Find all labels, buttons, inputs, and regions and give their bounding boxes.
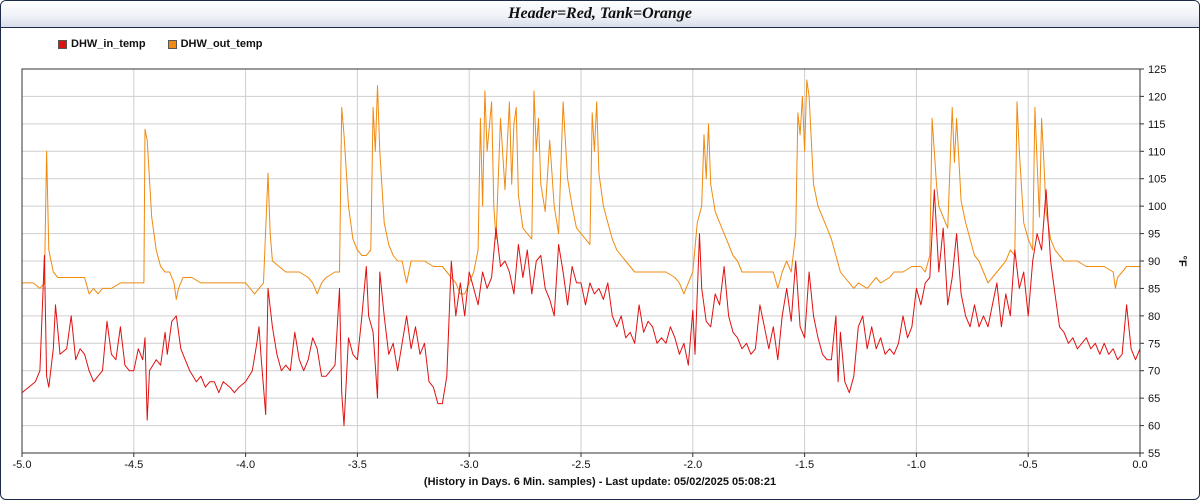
x-tick-label: 0.0 bbox=[1132, 459, 1147, 471]
y-tick-label: 85 bbox=[1148, 283, 1160, 295]
legend-item-dhw-out: DHW_out_temp bbox=[167, 38, 263, 50]
title-bar: Header=Red, Tank=Orange bbox=[1, 1, 1199, 28]
series-line-dhw-in-temp bbox=[21, 189, 1141, 427]
y-axis: 55 60 65 70 75 80 85 90 95 100 105 110 115 120 125 bbox=[1140, 64, 1166, 460]
y-tick-label: 120 bbox=[1148, 91, 1166, 103]
y-tick-label: 115 bbox=[1148, 119, 1166, 131]
legend: DHW_in_temp DHW_out_temp bbox=[58, 38, 262, 50]
footer-caption: (History in Days. 6 Min. samples) - Last… bbox=[423, 476, 777, 488]
x-tick-label: -0.5 bbox=[1019, 459, 1038, 471]
legend-item-dhw-in: DHW_in_temp bbox=[58, 38, 146, 50]
y-tick-label: 95 bbox=[1148, 229, 1160, 241]
x-tick-label: -3.5 bbox=[348, 459, 367, 471]
series-line-dhw-out-temp bbox=[22, 79, 1140, 300]
x-tick-label: -4.5 bbox=[124, 459, 143, 471]
y-axis-unit: °F bbox=[1176, 255, 1188, 266]
grid bbox=[21, 68, 1141, 454]
x-axis: -5.0 -4.5 -4.0 -3.5 -3.0 -2.5 -2.0 -1.5 -1.0 -0.5… bbox=[13, 453, 1148, 471]
y-tick-label: 65 bbox=[1148, 393, 1160, 405]
y-tick-label: 60 bbox=[1148, 421, 1160, 433]
y-tick-label: 100 bbox=[1148, 201, 1166, 213]
y-tick-label: 80 bbox=[1148, 311, 1160, 323]
legend-swatch-dhw-in bbox=[58, 39, 67, 49]
x-tick-label: -4.0 bbox=[236, 459, 255, 471]
x-tick-label: -1.0 bbox=[907, 459, 926, 471]
x-tick-label: -1.5 bbox=[795, 459, 814, 471]
y-tick-label: 105 bbox=[1148, 174, 1166, 186]
y-tick-label: 125 bbox=[1148, 64, 1166, 76]
y-tick-label: 90 bbox=[1148, 256, 1160, 268]
x-tick-label: -3.0 bbox=[460, 459, 479, 471]
legend-label-dhw-in: DHW_in_temp bbox=[71, 38, 146, 50]
x-tick-label: -2.0 bbox=[683, 459, 702, 471]
chart-title: Header=Red, Tank=Orange bbox=[508, 5, 692, 22]
series-lines bbox=[21, 79, 1141, 427]
legend-swatch-dhw-out bbox=[167, 39, 177, 49]
legend-label-dhw-out: DHW_out_temp bbox=[180, 38, 263, 50]
y-tick-label: 75 bbox=[1148, 338, 1160, 350]
x-tick-label: -2.5 bbox=[572, 459, 591, 471]
x-tick-label: -5.0 bbox=[13, 459, 32, 471]
y-tick-label: 70 bbox=[1148, 366, 1160, 378]
y-tick-label: 110 bbox=[1148, 146, 1166, 158]
y-tick-label: 55 bbox=[1148, 448, 1160, 460]
